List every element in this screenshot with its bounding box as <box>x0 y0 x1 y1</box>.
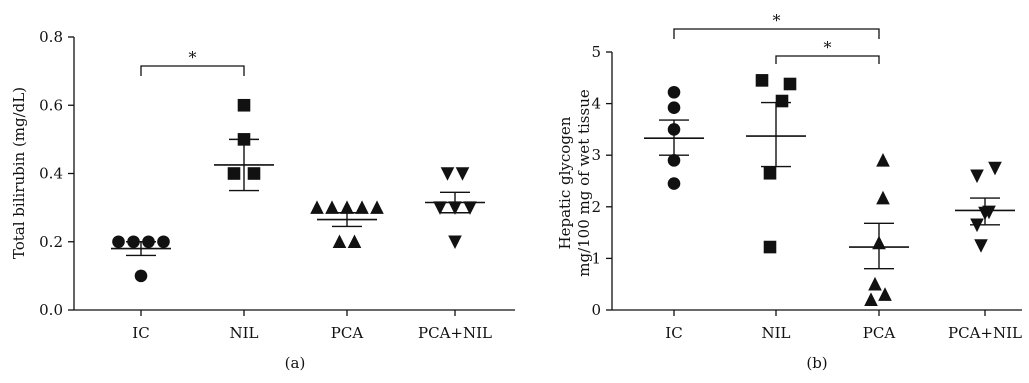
data-point <box>876 153 890 167</box>
data-point <box>667 177 681 190</box>
data-point <box>755 74 769 87</box>
data-point <box>783 77 797 91</box>
significance-bracket <box>775 55 880 64</box>
y-axis-label: mg/100 mg of wet tissue <box>575 89 593 277</box>
y-axis-label: Hepatic glycogen <box>556 116 574 249</box>
data-point <box>988 161 1002 176</box>
data-point <box>227 167 241 180</box>
y-tick-label: 0.4 <box>39 165 63 183</box>
y-tick-label: 0.2 <box>39 233 63 251</box>
x-tick-label: PCA+NIL <box>948 324 1022 342</box>
group-nil <box>214 98 274 192</box>
data-point <box>440 167 455 181</box>
significance-label: * <box>824 38 832 57</box>
group-pca-plus-nil <box>425 167 485 250</box>
data-point <box>667 154 681 167</box>
y-tick-label: 0.0 <box>39 301 63 319</box>
y-tick-label: 2 <box>591 198 601 216</box>
y-tick-label: 0.8 <box>39 28 63 46</box>
group-nil <box>746 74 806 254</box>
data-point <box>878 287 892 301</box>
group-pca-plus-nil <box>955 161 1015 253</box>
data-point <box>310 200 324 214</box>
data-point <box>667 101 681 115</box>
x-tick-label: IC <box>132 324 149 342</box>
y-tick-label: 4 <box>591 95 601 113</box>
x-tick-label: NIL <box>761 324 790 342</box>
data-point <box>112 235 125 249</box>
x-tick-label: PCA+NIL <box>418 324 492 342</box>
data-point <box>974 239 988 253</box>
y-tick-label: 1 <box>591 249 601 267</box>
data-point <box>868 276 882 291</box>
data-point <box>455 167 470 181</box>
data-point <box>763 166 777 180</box>
data-point <box>157 235 170 249</box>
data-point <box>864 292 878 306</box>
data-point <box>448 235 462 250</box>
data-point <box>134 269 148 283</box>
group-pca <box>849 153 909 306</box>
data-point <box>775 94 789 108</box>
data-point <box>433 201 447 215</box>
x-tick-label: PCA <box>331 324 364 342</box>
panel-caption: (a) <box>285 354 306 372</box>
data-point <box>970 169 984 184</box>
data-point <box>667 85 681 99</box>
data-point <box>325 200 339 214</box>
y-tick-label: 0.6 <box>39 96 63 114</box>
group-ic <box>111 235 171 283</box>
data-point <box>370 200 384 214</box>
x-tick-label: NIL <box>229 324 258 342</box>
data-point <box>355 200 369 214</box>
data-point <box>763 240 777 254</box>
x-tick-label: PCA <box>863 324 896 342</box>
data-point <box>332 234 347 249</box>
group-pca <box>310 200 384 249</box>
panel-caption: (b) <box>806 354 827 372</box>
data-point <box>347 234 362 249</box>
significance-bracket <box>673 28 880 39</box>
y-tick-label: 0 <box>591 301 601 319</box>
significance-label: * <box>189 48 197 67</box>
data-point <box>340 200 354 214</box>
group-ic <box>644 85 704 190</box>
data-point <box>237 98 251 112</box>
significance-label: * <box>773 11 781 30</box>
data-point <box>247 167 261 180</box>
data-point <box>463 201 477 215</box>
significance-bracket <box>140 65 245 76</box>
y-tick-label: 3 <box>591 146 601 164</box>
panel-a: 0.0 0.2 0.4 0.6 0.8 IC NIL PCA PCA+NIL Total bili… <box>10 28 515 372</box>
y-axis-label: Total bilirubin (mg/dL) <box>10 87 28 259</box>
data-point <box>876 190 890 205</box>
y-tick-label: 5 <box>591 43 601 61</box>
panel-b: 0 1 2 3 4 5 IC NIL PCA PCA+NIL Hepatic glycogen mg/… <box>556 11 1022 372</box>
x-tick-label: IC <box>665 324 682 342</box>
